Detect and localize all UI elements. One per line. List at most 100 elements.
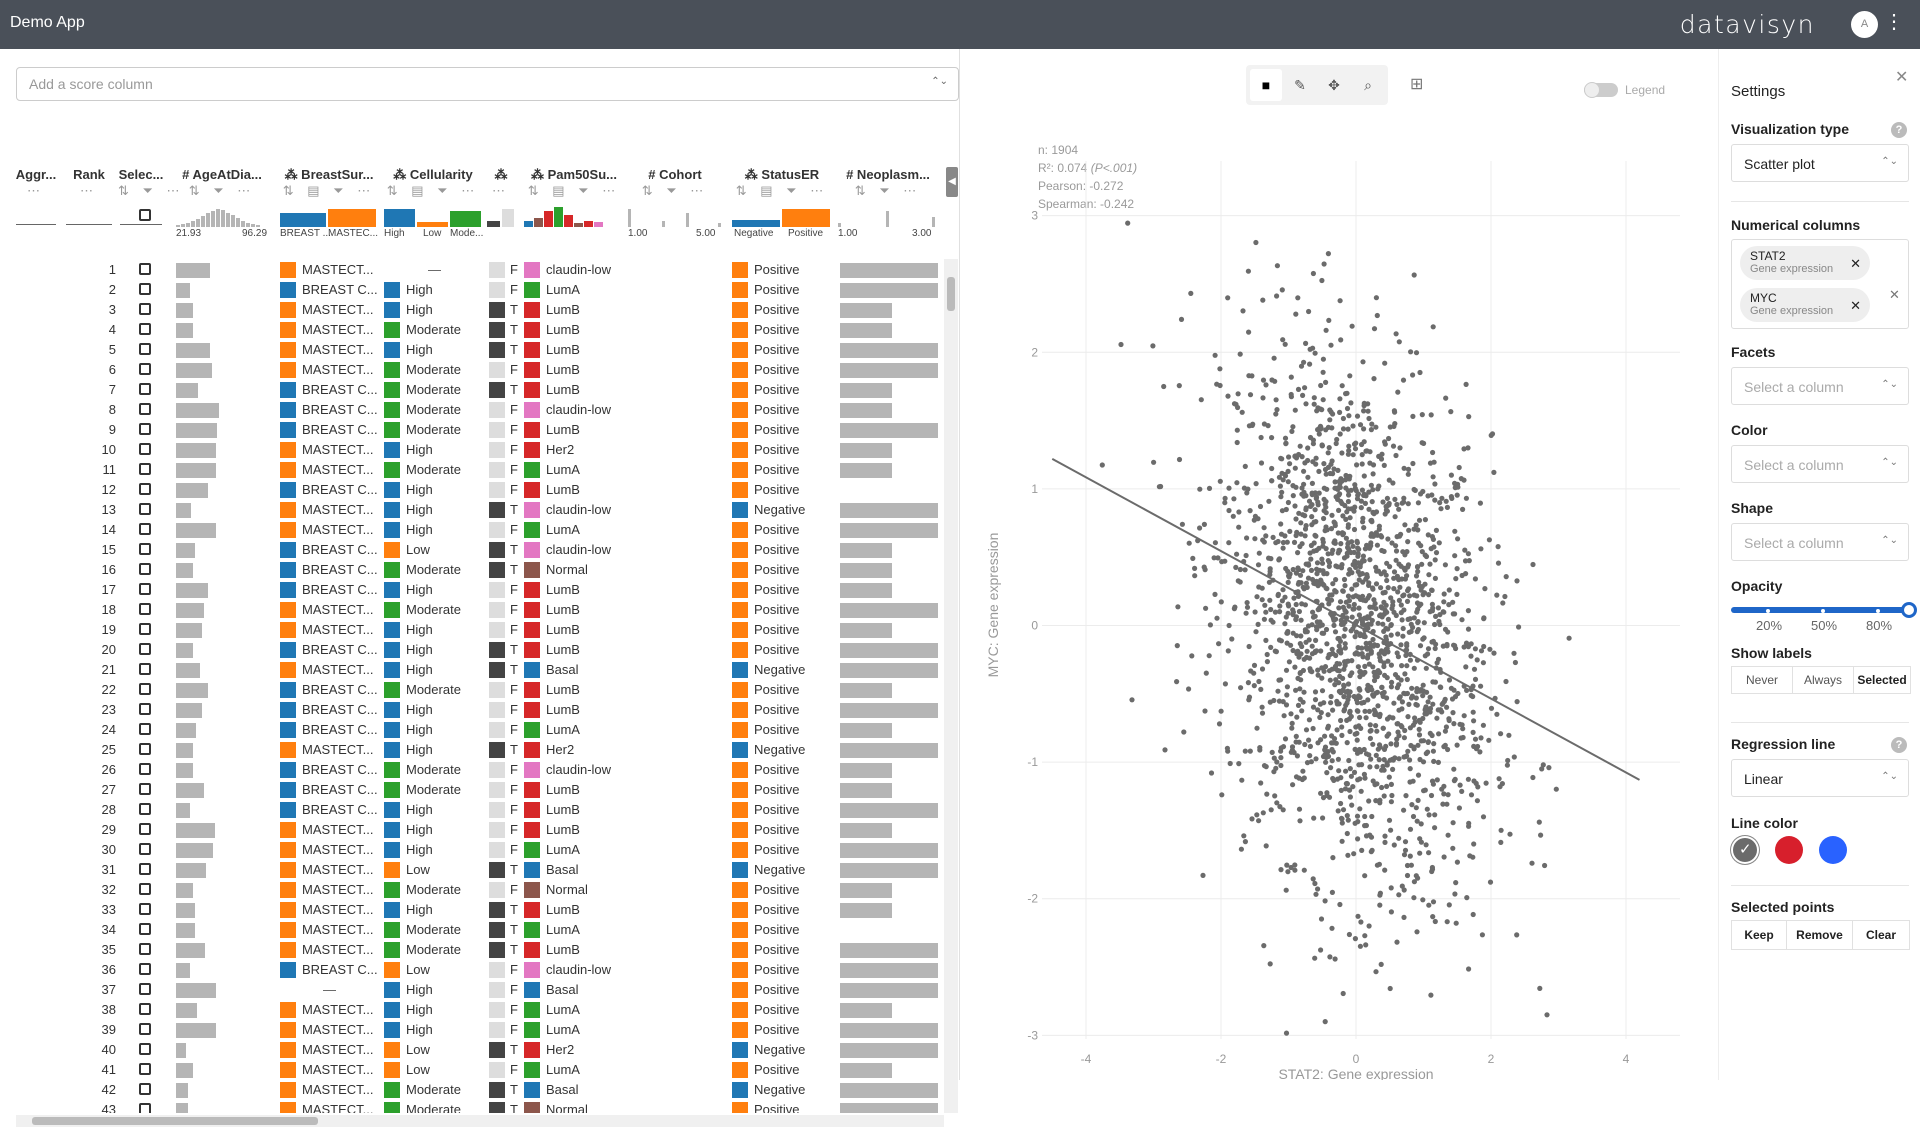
data-point[interactable]	[1414, 629, 1420, 635]
data-point[interactable]	[1406, 701, 1412, 708]
data-point[interactable]	[1297, 572, 1304, 578]
data-point[interactable]	[1398, 677, 1404, 683]
column-tools-icon[interactable]: ⇅ ⏷ ⋯	[854, 183, 922, 198]
data-point[interactable]	[1435, 656, 1442, 662]
data-point[interactable]	[1335, 756, 1341, 762]
data-point[interactable]	[1362, 775, 1368, 781]
data-point[interactable]	[1396, 892, 1402, 898]
data-point[interactable]	[1313, 624, 1319, 630]
data-point[interactable]	[1222, 500, 1228, 506]
data-point[interactable]	[1338, 541, 1344, 547]
data-point[interactable]	[1458, 735, 1464, 741]
data-point[interactable]	[1288, 391, 1294, 398]
data-point[interactable]	[1382, 833, 1388, 839]
data-point[interactable]	[1378, 585, 1384, 591]
data-point[interactable]	[1283, 667, 1290, 673]
data-point[interactable]	[1388, 684, 1394, 690]
data-point[interactable]	[1328, 693, 1334, 700]
data-point[interactable]	[1335, 530, 1341, 536]
data-point[interactable]	[1317, 714, 1323, 721]
data-point[interactable]	[1495, 560, 1502, 566]
data-point[interactable]	[1340, 426, 1347, 432]
data-point[interactable]	[1429, 601, 1435, 607]
data-point[interactable]	[1384, 495, 1390, 501]
data-point[interactable]	[1372, 669, 1379, 676]
data-point[interactable]	[1452, 528, 1458, 534]
data-point[interactable]	[1325, 551, 1331, 557]
data-point[interactable]	[1346, 546, 1352, 552]
table-row[interactable]: 30 MASTECT... High F LumA Positive	[0, 839, 945, 859]
data-point[interactable]	[1322, 1019, 1328, 1025]
data-point[interactable]	[1395, 721, 1401, 727]
data-point[interactable]	[1457, 782, 1463, 788]
data-point[interactable]	[1416, 726, 1422, 733]
table-row[interactable]: 32 MASTECT... Moderate F Normal Positive	[0, 879, 945, 899]
data-point[interactable]	[1329, 925, 1335, 931]
data-point[interactable]	[1339, 732, 1345, 739]
data-point[interactable]	[1452, 553, 1458, 559]
data-point[interactable]	[1308, 668, 1314, 674]
data-point[interactable]	[1361, 403, 1367, 409]
data-point[interactable]	[1455, 536, 1461, 542]
data-point[interactable]	[1460, 726, 1466, 732]
data-point[interactable]	[1465, 776, 1471, 782]
row-checkbox[interactable]	[139, 783, 151, 795]
data-point[interactable]	[1370, 487, 1376, 493]
data-point[interactable]	[1344, 658, 1350, 664]
row-checkbox[interactable]	[139, 543, 151, 555]
facets-select[interactable]: Select a column ⌃⌄	[1731, 367, 1909, 405]
data-point[interactable]	[1411, 615, 1417, 621]
data-point[interactable]	[1360, 557, 1366, 563]
data-point[interactable]	[1351, 601, 1357, 608]
data-point[interactable]	[1340, 807, 1347, 813]
data-point[interactable]	[1278, 677, 1284, 683]
data-point[interactable]	[1333, 577, 1339, 583]
data-point[interactable]	[1345, 451, 1351, 457]
data-point[interactable]	[1295, 386, 1302, 392]
data-point[interactable]	[1314, 408, 1320, 414]
data-point[interactable]	[1414, 593, 1420, 599]
data-point[interactable]	[1347, 794, 1353, 800]
data-point[interactable]	[1236, 509, 1242, 515]
data-point[interactable]	[1315, 707, 1321, 713]
data-point[interactable]	[1283, 506, 1289, 513]
data-point[interactable]	[1289, 720, 1295, 727]
data-point[interactable]	[1337, 298, 1343, 304]
data-point[interactable]	[1355, 664, 1361, 670]
data-point[interactable]	[1407, 779, 1413, 785]
data-point[interactable]	[1407, 616, 1413, 622]
data-point[interactable]	[1346, 571, 1352, 577]
data-point[interactable]	[1310, 270, 1316, 277]
table-row[interactable]: 27 BREAST C... Moderate F LumB Positive	[0, 779, 945, 799]
data-point[interactable]	[1354, 496, 1361, 502]
data-point[interactable]	[1344, 553, 1350, 559]
data-point[interactable]	[1319, 630, 1325, 636]
data-point[interactable]	[1470, 911, 1476, 918]
data-point[interactable]	[1422, 552, 1428, 558]
row-checkbox[interactable]	[139, 623, 151, 635]
data-point[interactable]	[1322, 733, 1328, 739]
data-point[interactable]	[1404, 598, 1411, 605]
data-point[interactable]	[1282, 341, 1288, 347]
table-row[interactable]: 23 BREAST C... High F LumB Positive	[0, 699, 945, 719]
data-point[interactable]	[1151, 459, 1157, 465]
data-point[interactable]	[1362, 933, 1368, 939]
data-point[interactable]	[1393, 543, 1399, 549]
data-point[interactable]	[1368, 684, 1374, 690]
data-point[interactable]	[1231, 496, 1237, 502]
data-point[interactable]	[1235, 391, 1241, 397]
data-point[interactable]	[1402, 522, 1408, 528]
data-point[interactable]	[1402, 671, 1408, 677]
data-point[interactable]	[1329, 458, 1335, 464]
data-point[interactable]	[1320, 397, 1326, 403]
data-point[interactable]	[1444, 919, 1450, 925]
data-point[interactable]	[1373, 564, 1379, 570]
data-point[interactable]	[1244, 604, 1251, 610]
data-point[interactable]	[1284, 539, 1290, 545]
data-point[interactable]	[1546, 765, 1552, 771]
column-header[interactable]: ⁂ Pam50Su... ⇅ ▤ ⏷ ⋯	[524, 115, 624, 227]
table-row[interactable]: 43 MASTECT... Moderate T Normal Positive	[0, 1099, 945, 1113]
histogram-bar[interactable]	[251, 224, 255, 227]
data-point[interactable]	[1358, 788, 1364, 794]
